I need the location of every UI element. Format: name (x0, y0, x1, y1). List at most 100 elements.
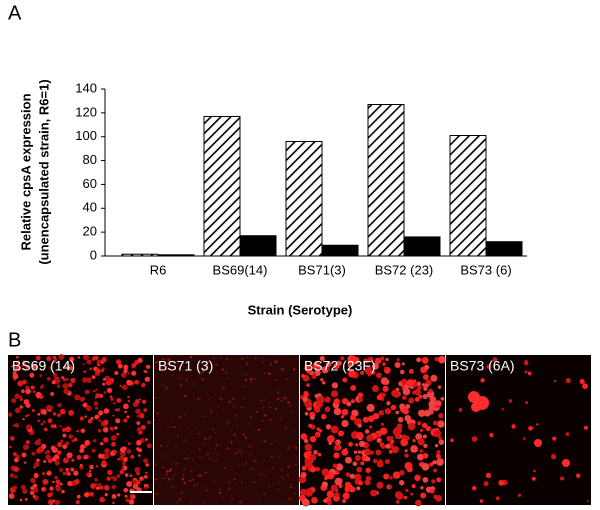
cell (177, 378, 179, 380)
cell (282, 396, 286, 399)
cell (350, 385, 357, 391)
cell (292, 430, 295, 433)
cell (251, 467, 253, 470)
cell (27, 413, 30, 417)
cell (308, 423, 313, 428)
cell (71, 458, 75, 462)
cell (123, 418, 128, 423)
cell (141, 382, 146, 388)
cell (58, 354, 65, 360)
cell (136, 427, 142, 432)
cell (341, 419, 349, 428)
cell (355, 443, 359, 447)
y-tick-label: 60 (83, 176, 97, 191)
cell (426, 390, 435, 398)
cell (349, 473, 355, 479)
cell (180, 491, 183, 494)
cell (206, 452, 209, 455)
cell (140, 424, 146, 430)
cell (15, 369, 18, 372)
cell (82, 377, 88, 383)
cell (174, 361, 177, 364)
cell (306, 383, 310, 387)
cell (286, 502, 288, 504)
cell (35, 355, 41, 361)
cell (25, 388, 31, 395)
cell (145, 438, 148, 441)
x-tick-label: R6 (150, 262, 167, 277)
cell (19, 397, 23, 401)
cell (165, 445, 168, 448)
cell (390, 404, 397, 411)
cell (268, 401, 271, 404)
cell (70, 467, 73, 470)
cell (432, 460, 437, 465)
cell (39, 385, 43, 390)
cell (89, 464, 94, 470)
cell (141, 399, 147, 404)
cell (258, 500, 260, 502)
cell (349, 486, 356, 493)
cell (554, 379, 557, 383)
cell (166, 455, 168, 457)
cell (191, 423, 193, 426)
cell (94, 477, 98, 482)
cell (412, 439, 416, 443)
cell (114, 426, 118, 430)
cell (458, 408, 463, 412)
cell (155, 478, 158, 481)
cell (344, 447, 348, 451)
cell (131, 479, 137, 484)
cell (134, 379, 139, 385)
cell (59, 408, 66, 415)
cell (560, 476, 565, 481)
cell (178, 366, 181, 368)
cell (21, 452, 27, 458)
cell (321, 413, 327, 420)
cell (285, 397, 288, 400)
cell (278, 482, 281, 484)
cell (206, 486, 208, 489)
cell (290, 486, 293, 489)
cell (160, 444, 163, 447)
cell (76, 454, 82, 460)
cell (352, 461, 358, 467)
cell (268, 485, 270, 488)
cell (184, 394, 187, 397)
cell (260, 399, 262, 402)
cell (47, 492, 52, 498)
cell (167, 425, 169, 428)
cell (44, 451, 48, 455)
cell (219, 488, 221, 491)
cell (39, 374, 43, 377)
cell (565, 378, 571, 384)
cell (241, 448, 244, 451)
cell (181, 477, 185, 481)
cell (314, 369, 321, 377)
cell (41, 384, 44, 387)
cell (160, 428, 163, 430)
cell (294, 446, 298, 450)
cell (42, 420, 46, 424)
cell (22, 488, 28, 494)
cell (235, 483, 237, 486)
cell (208, 436, 212, 439)
cell (9, 473, 15, 478)
cell (290, 483, 293, 486)
cell (98, 419, 101, 422)
cell (226, 377, 229, 379)
cell (134, 359, 140, 365)
cell (342, 397, 349, 405)
cell (215, 459, 218, 462)
cell (127, 395, 130, 399)
cell (91, 448, 96, 453)
y-tick-label: 100 (75, 128, 97, 143)
cell (429, 462, 434, 467)
cell (126, 481, 133, 487)
cell (422, 434, 427, 439)
cell (300, 433, 308, 440)
cell (109, 395, 113, 399)
cell (112, 476, 117, 482)
cell (166, 470, 169, 473)
micrograph (446, 355, 591, 505)
